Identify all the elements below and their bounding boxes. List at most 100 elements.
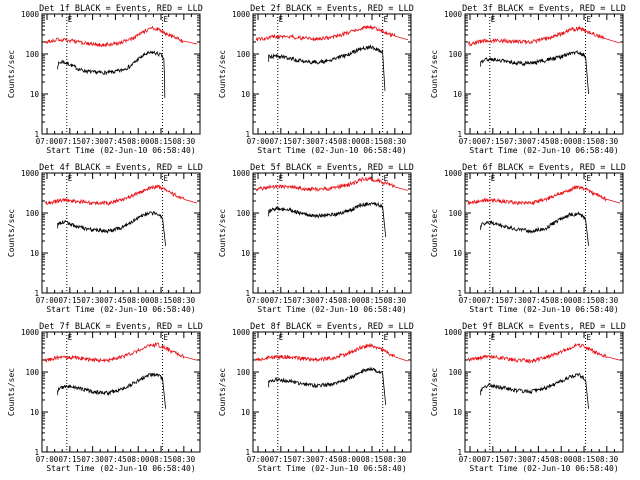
x-tick-label: 08:30 <box>384 296 407 305</box>
lld-series-line <box>467 185 620 206</box>
chart-panel-9: Det 9f BLACK = Events, RED = LLD 1 10 100 10… <box>430 322 626 473</box>
y-tick-label: 1000 <box>444 328 463 337</box>
y-axis-label: Counts/sec <box>430 209 439 257</box>
x-tick-label: 07:15 <box>59 455 82 464</box>
y-tick-label: 100 <box>25 368 39 377</box>
events-series-line <box>57 50 166 98</box>
panel-title: Det 5f BLACK = Events, RED = LLD <box>250 163 414 173</box>
lld-series-line <box>255 343 408 363</box>
x-tick-label: 07:15 <box>270 455 293 464</box>
marker-annotation: E <box>279 333 284 342</box>
y-axis-label: Counts/sec <box>218 368 227 416</box>
plot-frame <box>464 172 624 294</box>
x-tick-label: 08:30 <box>596 296 619 305</box>
x-tick-label: 07:30 <box>504 137 527 146</box>
x-tick-label: 07:00 <box>36 137 59 146</box>
x-tick-label: 08:30 <box>596 137 619 146</box>
y-tick-label: 1 <box>245 289 250 298</box>
x-tick-label: 08:00 <box>550 137 573 146</box>
x-axis-label: Start Time (02-Jun-10 06:58:40) <box>257 146 406 155</box>
plot-frame <box>464 331 624 453</box>
marker-annotation: E <box>164 15 169 24</box>
x-tick-label: 07:30 <box>504 455 527 464</box>
x-tick-label: 08:15 <box>573 137 596 146</box>
x-tick-label: 08:15 <box>361 455 384 464</box>
lld-series-line <box>255 176 408 193</box>
y-tick-label: 1000 <box>21 169 40 178</box>
plot-frame <box>252 331 412 453</box>
x-tick-label: 07:15 <box>482 137 505 146</box>
x-tick-label: 07:15 <box>270 296 293 305</box>
chart-panel-8: Det 8f BLACK = Events, RED = LLD 1 10 100 10… <box>218 322 414 473</box>
y-tick-label: 100 <box>448 368 462 377</box>
x-tick-label: 08:30 <box>384 455 407 464</box>
plot-frame <box>464 13 624 135</box>
x-tick-label: 07:30 <box>292 296 315 305</box>
y-tick-label: 1 <box>245 130 250 139</box>
y-axis-label: Counts/sec <box>430 368 439 416</box>
y-tick-label: 10 <box>30 249 40 258</box>
y-tick-label: 10 <box>241 249 251 258</box>
events-series-line <box>57 210 166 247</box>
y-tick-label: 100 <box>236 368 250 377</box>
y-axis-label: Counts/sec <box>7 50 16 98</box>
y-tick-label: 1000 <box>444 10 463 19</box>
x-tick-label: 07:30 <box>292 455 315 464</box>
x-tick-label: 08:15 <box>573 296 596 305</box>
chart-panel-6: Det 6f BLACK = Events, RED = LLD 1 10 100 10… <box>430 163 626 314</box>
x-tick-label: 07:15 <box>59 137 82 146</box>
y-tick-label: 1 <box>457 448 462 457</box>
y-tick-label: 1 <box>245 448 250 457</box>
y-tick-label: 100 <box>236 209 250 218</box>
x-tick-label: 07:00 <box>36 296 59 305</box>
x-tick-label: 07:30 <box>504 296 527 305</box>
plot-frame <box>252 172 412 294</box>
y-axis-label: Counts/sec <box>218 50 227 98</box>
y-axis-label: Counts/sec <box>7 209 16 257</box>
marker-annotation: E <box>279 174 284 183</box>
y-tick-label: 1000 <box>21 10 40 19</box>
x-tick-label: 08:30 <box>173 455 196 464</box>
x-axis-label: Start Time (02-Jun-10 06:58:40) <box>469 146 618 155</box>
panel-title: Det 3f BLACK = Events, RED = LLD <box>462 4 626 14</box>
x-tick-label: 08:15 <box>150 137 173 146</box>
panel-title: Det 1f BLACK = Events, RED = LLD <box>39 4 203 14</box>
y-tick-label: 10 <box>453 249 463 258</box>
plot-frame <box>41 172 201 294</box>
x-tick-label: 08:00 <box>338 455 361 464</box>
y-tick-label: 1000 <box>21 328 40 337</box>
x-axis-label: Start Time (02-Jun-10 06:58:40) <box>469 464 618 473</box>
marker-annotation: E <box>384 174 389 183</box>
x-axis-label: Start Time (02-Jun-10 06:58:40) <box>46 146 195 155</box>
marker-annotation: E <box>164 333 169 342</box>
x-tick-label: 07:45 <box>527 137 550 146</box>
x-tick-label: 07:15 <box>482 296 505 305</box>
x-tick-label: 08:15 <box>150 296 173 305</box>
x-tick-label: 08:30 <box>596 455 619 464</box>
y-tick-label: 1 <box>34 448 39 457</box>
x-tick-label: 08:00 <box>127 296 150 305</box>
chart-panel-2: Det 2f BLACK = Events, RED = LLD 1 10 100 10… <box>218 4 414 155</box>
x-axis-label: Start Time (02-Jun-10 06:58:40) <box>46 464 195 473</box>
marker-annotation: E <box>587 15 592 24</box>
marker-annotation: E <box>491 333 496 342</box>
y-tick-label: 100 <box>25 50 39 59</box>
marker-annotation: E <box>384 333 389 342</box>
x-tick-label: 08:30 <box>173 137 196 146</box>
chart-panel-1: Det 1f BLACK = Events, RED = LLD 1 10 100 10… <box>7 4 203 155</box>
x-tick-label: 07:45 <box>315 137 338 146</box>
x-tick-label: 07:45 <box>527 296 550 305</box>
x-tick-label: 08:15 <box>573 455 596 464</box>
chart-panel-5: Det 5f BLACK = Events, RED = LLD 1 10 100 10… <box>218 163 414 314</box>
x-tick-label: 07:00 <box>459 137 482 146</box>
y-tick-label: 10 <box>453 90 463 99</box>
lld-series-line <box>44 341 197 363</box>
chart-panel-4: Det 4f BLACK = Events, RED = LLD 1 10 100 10… <box>7 163 203 314</box>
y-tick-label: 1 <box>34 130 39 139</box>
x-tick-label: 08:30 <box>173 296 196 305</box>
events-series-line <box>480 49 589 95</box>
y-tick-label: 1000 <box>232 328 251 337</box>
panel-title: Det 8f BLACK = Events, RED = LLD <box>250 322 414 332</box>
y-tick-label: 100 <box>448 50 462 59</box>
x-tick-label: 07:45 <box>104 296 127 305</box>
